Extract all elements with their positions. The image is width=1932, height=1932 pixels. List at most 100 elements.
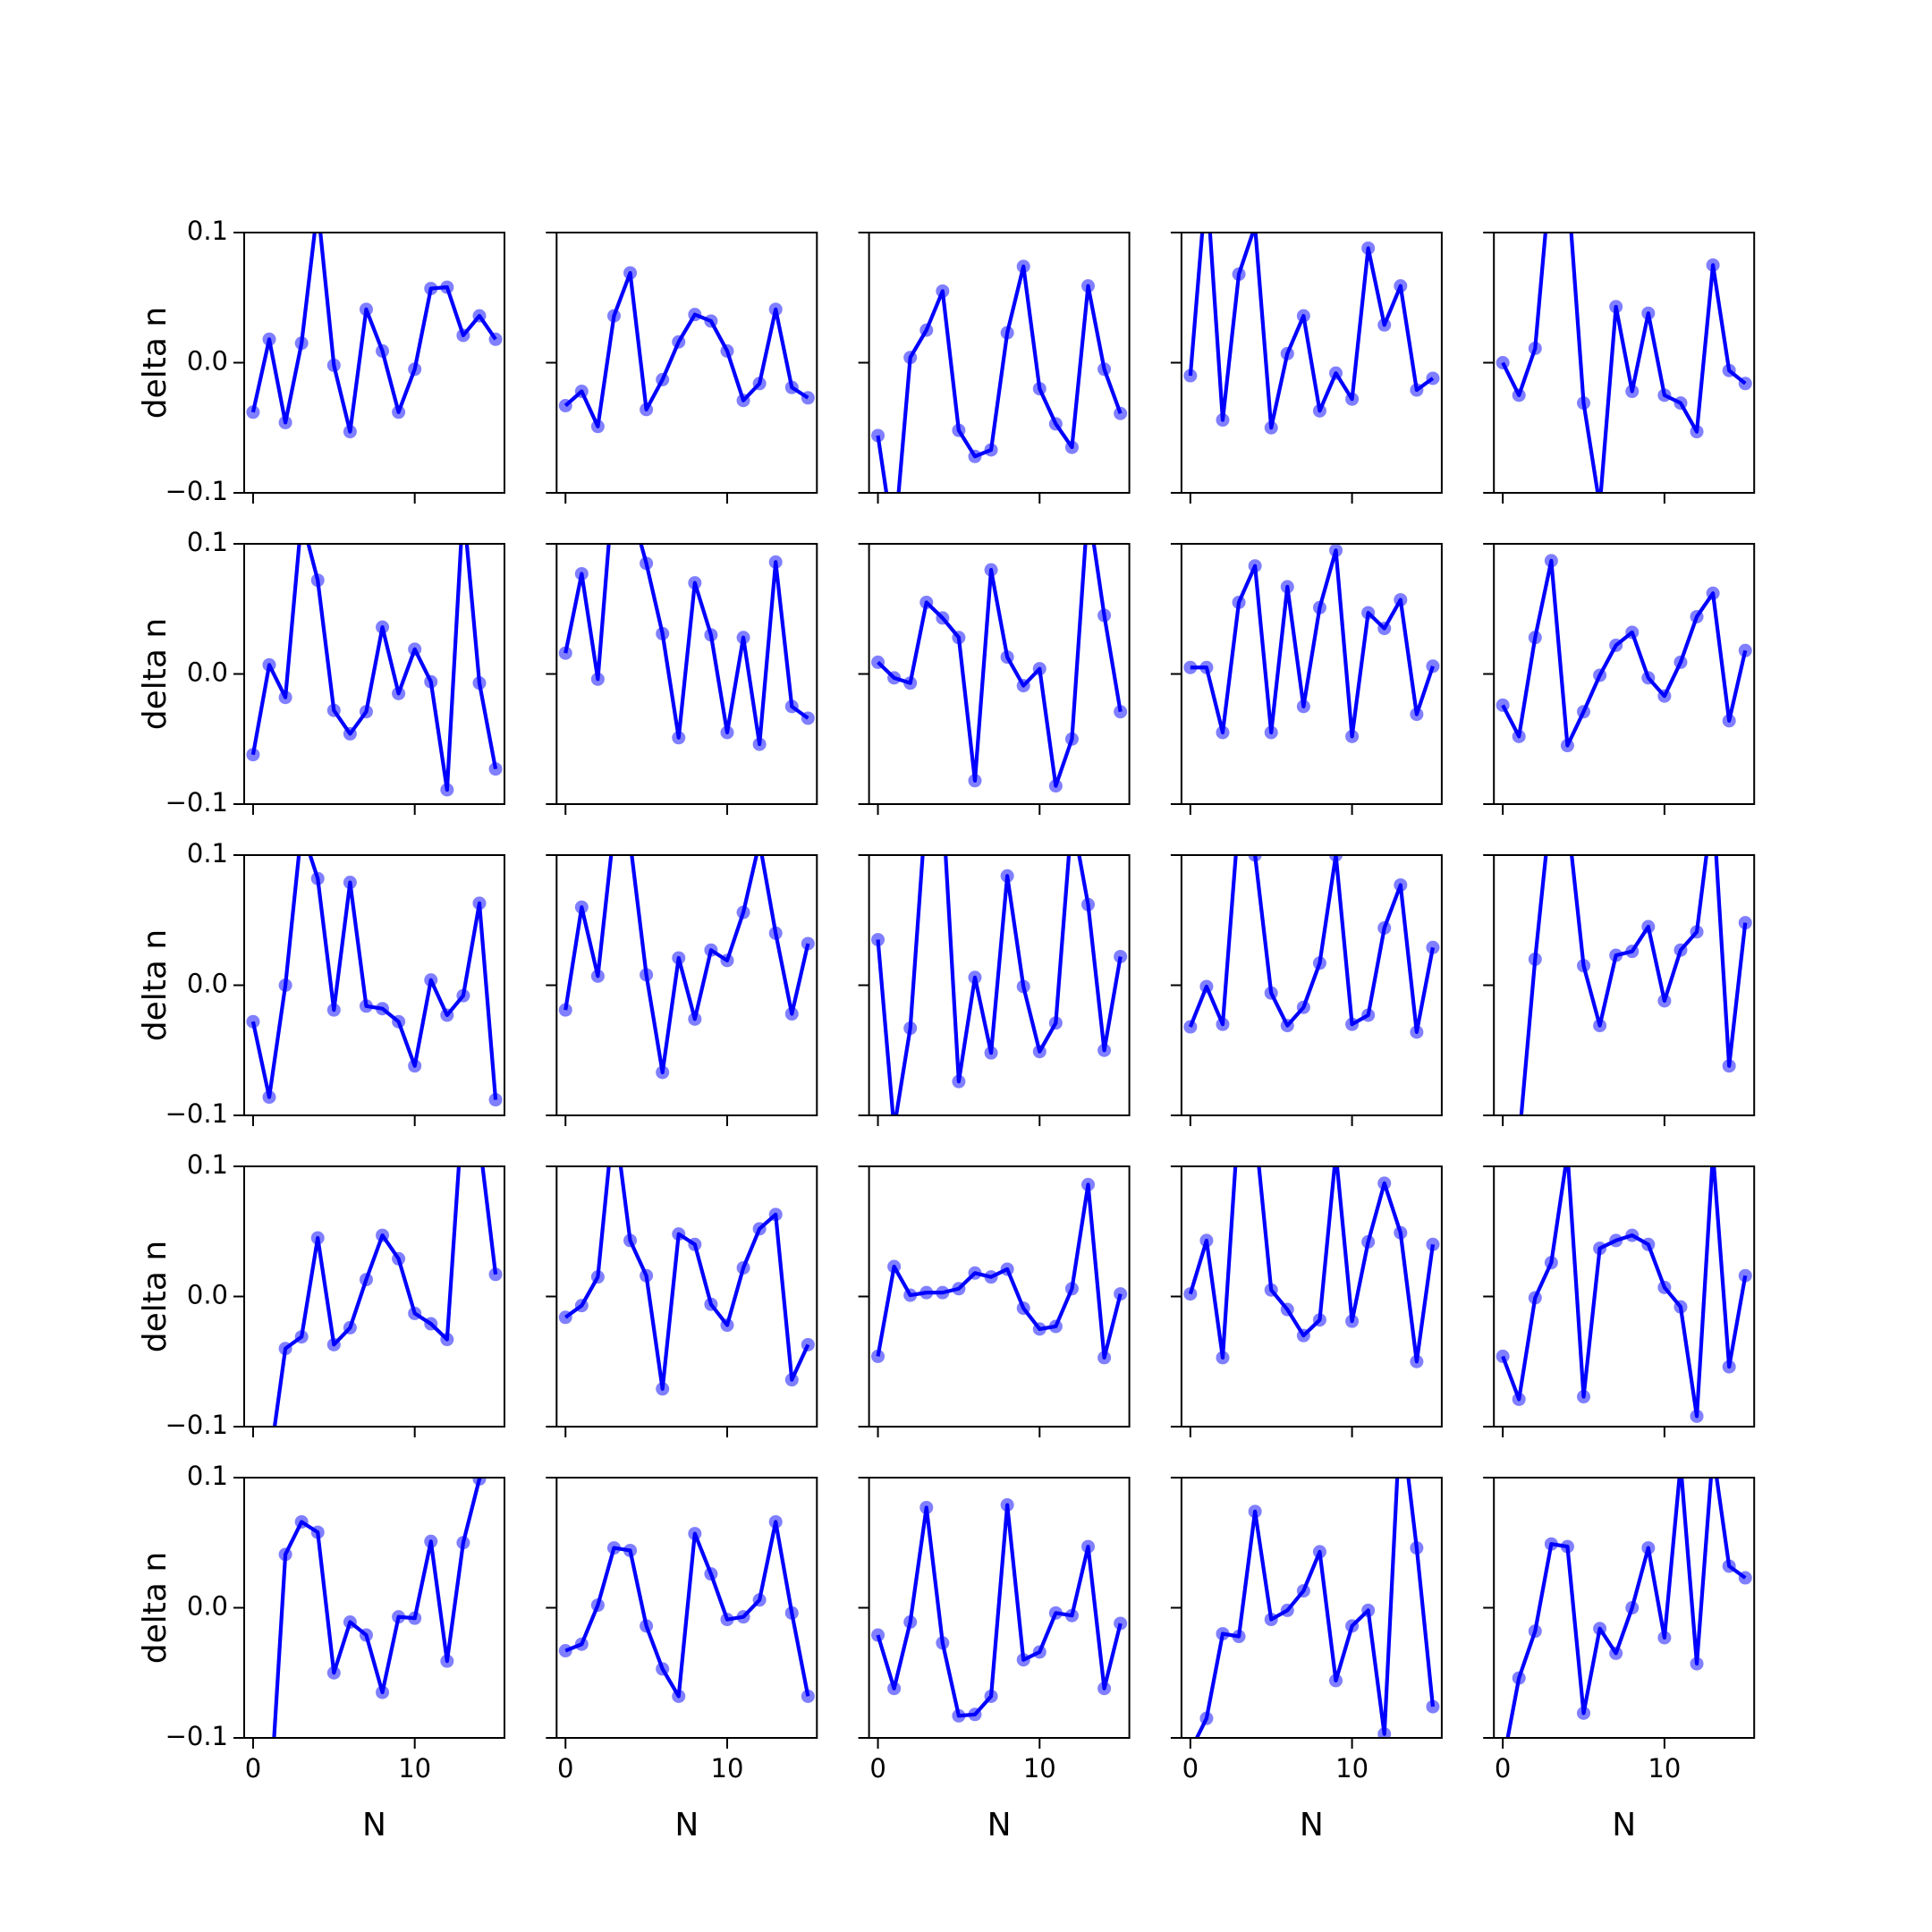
data-point (1016, 259, 1030, 274)
data-point (984, 1046, 998, 1060)
data-line (250, 233, 497, 434)
data-line (1194, 1478, 1436, 1738)
data-point (1394, 1225, 1408, 1240)
data-point (640, 1268, 654, 1283)
data-line (564, 271, 809, 428)
data-point (574, 385, 589, 399)
plot-area (558, 1166, 815, 1396)
data-point (1641, 1541, 1656, 1555)
data-point (558, 399, 572, 413)
data-point (768, 926, 783, 940)
data-point (310, 1525, 325, 1539)
data-point (1048, 1606, 1063, 1620)
data-point (672, 335, 686, 349)
data-point (1577, 705, 1591, 719)
data-point (768, 1208, 783, 1222)
data-line (250, 544, 498, 792)
data-point (1674, 1300, 1688, 1314)
data-point (1280, 346, 1294, 360)
data-point (801, 711, 815, 725)
data-point (784, 380, 799, 394)
data-point (1361, 241, 1376, 255)
data-point (688, 576, 702, 590)
x-axis-label: N (987, 1807, 1012, 1843)
data-point (871, 1349, 886, 1363)
data-point (903, 676, 918, 691)
axes-frame (1493, 543, 1756, 805)
data-point (574, 1299, 589, 1313)
data-point (590, 419, 605, 434)
data-point (1577, 1706, 1591, 1720)
data-point (1410, 1354, 1424, 1368)
data-point (952, 1282, 966, 1296)
data-point (968, 449, 982, 463)
data-point (1657, 388, 1672, 402)
data-point (359, 1628, 373, 1642)
data-point (1264, 1283, 1278, 1297)
data-point (1674, 655, 1688, 669)
data-point (558, 646, 572, 660)
data-point (968, 970, 982, 985)
data-point (1410, 708, 1424, 722)
data-point (952, 631, 966, 645)
y-axis-label: delta n (137, 618, 174, 730)
subplot (1170, 854, 1443, 1126)
data-point (887, 1682, 902, 1696)
data-point (424, 1534, 438, 1548)
data-point (1722, 363, 1736, 377)
data-point (1722, 714, 1736, 728)
y-tick-label: 0.0 (187, 1280, 228, 1310)
data-line (1188, 855, 1436, 1034)
y-axis-label: delta n (137, 1552, 174, 1664)
data-point (1722, 1360, 1736, 1374)
plot-area (871, 1498, 1128, 1723)
y-tick-label: 0.1 (187, 216, 228, 246)
data-point (984, 563, 998, 577)
data-point (392, 1251, 406, 1266)
data-point (1032, 1045, 1046, 1059)
data-point (1625, 1228, 1640, 1242)
data-point (574, 566, 589, 580)
y-tick-label: 0.1 (187, 1149, 228, 1180)
data-line (564, 855, 810, 1075)
y-tick-label: 0.0 (187, 657, 228, 688)
subplot (1170, 232, 1443, 504)
x-axis-label: N (1612, 1807, 1636, 1843)
data-point (688, 1527, 702, 1541)
data-point (656, 1662, 670, 1676)
data-point (1690, 425, 1704, 439)
data-point (1625, 1601, 1640, 1614)
x-axis-label: N (674, 1807, 699, 1843)
data-point (1593, 1241, 1607, 1256)
data-point (656, 1065, 670, 1080)
data-point (1329, 855, 1343, 862)
data-point (1641, 671, 1656, 685)
data-point (1097, 1682, 1112, 1696)
data-point (1064, 1282, 1079, 1296)
data-point (310, 1231, 325, 1245)
data-point (768, 1514, 783, 1529)
data-point (1016, 1653, 1030, 1667)
axes-frame (868, 854, 1131, 1116)
data-line (564, 1166, 810, 1391)
subplot: −0.1 0.0 0.1 delta n (137, 216, 505, 506)
data-point (1426, 371, 1440, 386)
data-point (1232, 1630, 1246, 1644)
data-point (768, 302, 783, 317)
data-point (1690, 925, 1704, 939)
axes-frame (868, 543, 1131, 805)
data-point (1114, 949, 1128, 963)
data-point (1280, 1019, 1294, 1033)
data-point (704, 314, 718, 328)
x-tick-label: 0 (1495, 1753, 1511, 1784)
data-point (1232, 595, 1246, 609)
axes-frame (1180, 232, 1443, 494)
data-point (801, 1689, 815, 1703)
data-point (359, 999, 373, 1013)
data-point (278, 1342, 292, 1356)
subplot (546, 854, 818, 1126)
data-point (640, 402, 654, 417)
data-point (871, 655, 886, 669)
data-point (903, 1021, 918, 1036)
